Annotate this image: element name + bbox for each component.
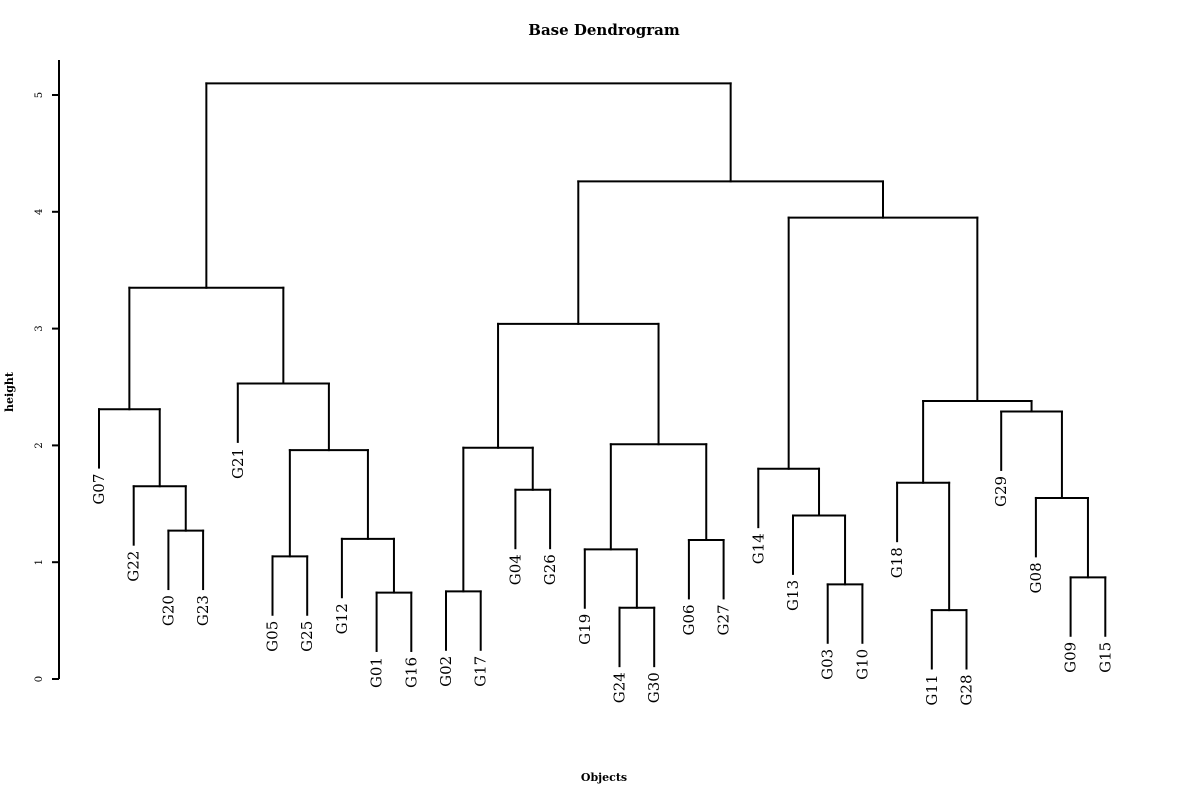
leaf-label: G21 (229, 448, 247, 479)
leaf-label: G12 (333, 603, 351, 634)
leaf-label: G04 (506, 554, 524, 585)
leaf-label: G19 (576, 614, 594, 645)
leaf-labels: G07 G22 G20 G23 G21 G05 G25 G12 G01 G16 G02 G17 G04 G… (90, 448, 1114, 706)
dendrogram-branches (98, 82, 1107, 670)
leaf-label: G11 (923, 674, 941, 705)
y-tick-label: 2 (34, 442, 45, 448)
leaf-label: G01 (368, 657, 386, 688)
y-tick-label: 5 (34, 92, 45, 98)
leaf-label: G22 (125, 551, 143, 582)
leaf-label: G05 (264, 621, 282, 652)
leaf-label: G17 (472, 656, 490, 687)
leaf-label: G15 (1096, 642, 1114, 673)
y-tick-label: 4 (34, 209, 45, 215)
leaf-label: G29 (992, 476, 1010, 507)
leaf-label: G16 (402, 657, 420, 688)
leaf-label: G18 (888, 547, 906, 578)
leaf-label: G06 (680, 604, 698, 635)
leaf-label: G10 (853, 649, 871, 680)
leaf-label: G14 (749, 533, 767, 564)
leaf-label: G02 (437, 656, 455, 687)
leaf-label: G23 (194, 595, 212, 626)
y-axis: 0 1 2 3 4 5 (34, 59, 60, 682)
leaf-label: G30 (645, 672, 663, 703)
leaf-label: G24 (611, 672, 629, 703)
leaf-label: G07 (90, 474, 108, 505)
leaf-label: G28 (958, 674, 976, 705)
leaf-label: G27 (715, 604, 733, 635)
leaf-label: G03 (819, 649, 837, 680)
y-axis-label: height (3, 371, 16, 412)
leaf-label: G08 (1027, 562, 1045, 593)
chart-title: Base Dendrogram (528, 21, 680, 39)
y-tick-label: 3 (34, 325, 45, 331)
y-tick-label: 0 (34, 676, 45, 682)
leaf-label: G20 (159, 595, 177, 626)
leaf-label: G09 (1062, 642, 1080, 673)
y-tick-label: 1 (34, 559, 45, 565)
leaf-label: G26 (541, 554, 559, 585)
leaf-label: G13 (784, 580, 802, 611)
leaf-label: G25 (298, 621, 316, 652)
x-axis-label: Objects (581, 771, 627, 784)
